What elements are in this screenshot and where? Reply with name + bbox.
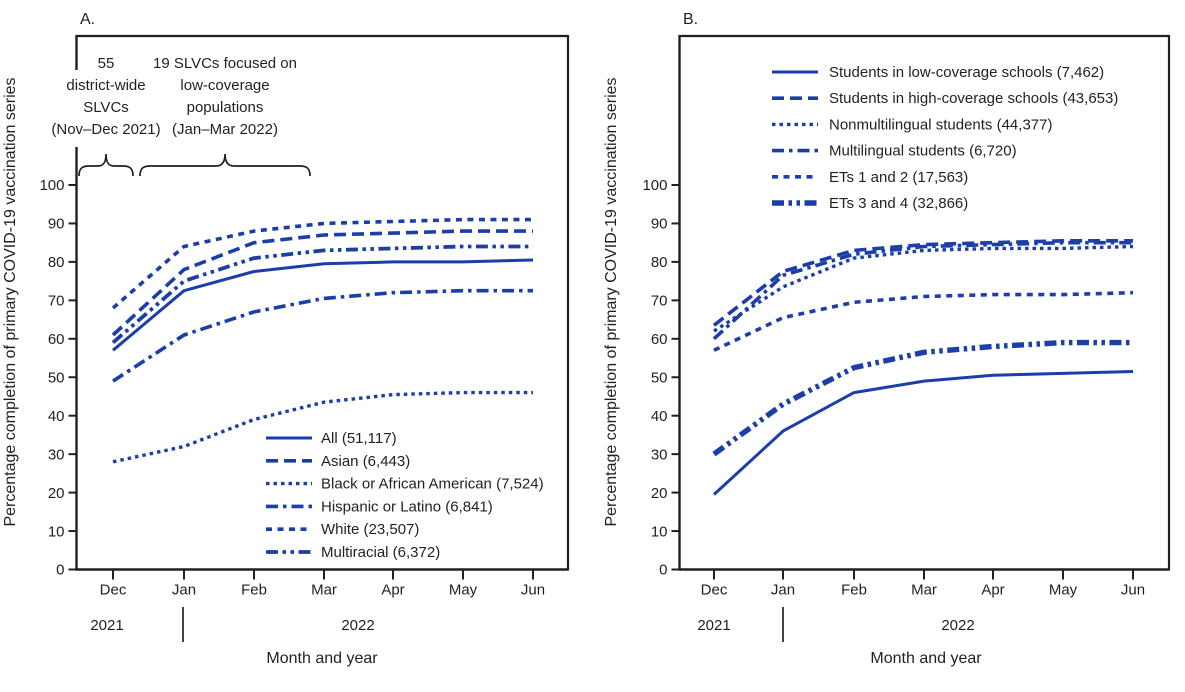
y-tick-label: 80 xyxy=(651,254,668,271)
y-tick-label: 70 xyxy=(651,293,668,310)
legend-label: Hispanic or Latino (6,841) xyxy=(321,498,493,515)
y-tick-label: 30 xyxy=(651,446,668,463)
y-tick-label: 0 xyxy=(56,562,64,579)
y-tick-label: 100 xyxy=(642,177,667,194)
legend-label: White (23,507) xyxy=(321,521,419,538)
y-tick-label: 40 xyxy=(651,408,668,425)
series-line xyxy=(713,244,1134,333)
y-tick-label: 40 xyxy=(48,408,65,425)
y-tick-label: 0 xyxy=(659,562,667,579)
month-label: Dec xyxy=(701,582,728,599)
series-line xyxy=(112,288,533,383)
y-tick-label: 20 xyxy=(651,485,668,502)
annotation-low-coverage-slvcs: 19 SLVCs focused on low-coverage populat… xyxy=(153,55,297,138)
month-label: Jan xyxy=(172,582,196,599)
annotation-line: district-wide xyxy=(66,77,145,94)
month-label: Dec xyxy=(100,582,127,599)
legend-label: Asian (6,443) xyxy=(321,453,410,470)
month-label: Mar xyxy=(911,582,937,599)
legend-label: Nonmultilingual students (44,377) xyxy=(829,116,1052,133)
y-tick-label: 10 xyxy=(651,523,668,540)
y-tick-label: 70 xyxy=(48,293,65,310)
legend-label: Students in low-coverage schools (7,462) xyxy=(829,64,1104,81)
y-tick-label: 50 xyxy=(48,369,65,386)
y-tick-label: 90 xyxy=(651,216,668,233)
y-tick-label: 30 xyxy=(48,446,65,463)
month-label: Jun xyxy=(1121,582,1145,599)
annotation-line: (Nov–Dec 2021) xyxy=(51,121,160,138)
panel-b-label: B. xyxy=(683,11,698,28)
annotation-district-wide-slvcs: 55 district-wide SLVCs (Nov–Dec 2021) xyxy=(51,55,160,138)
y-tick-label: 90 xyxy=(48,216,65,233)
legend-label: ETs 1 and 2 (17,563) xyxy=(829,169,968,186)
legend-label: ETs 3 and 4 (32,866) xyxy=(829,195,968,212)
y-tick-label: 100 xyxy=(39,177,64,194)
brace-jan-mar-span xyxy=(139,153,311,177)
y-axis-title-panel-b: Percentage completion of primary COVID-1… xyxy=(603,77,620,526)
legend-label: Multiracial (6,372) xyxy=(321,544,440,561)
y-tick-label: 60 xyxy=(48,331,65,348)
series-line xyxy=(112,390,533,464)
y-tick-label: 20 xyxy=(48,485,65,502)
series-line xyxy=(712,370,1134,496)
y-axis-title-panel-a: Percentage completion of primary COVID-1… xyxy=(2,77,19,526)
legend-label: All (51,117) xyxy=(321,430,397,447)
year-2021-panel-b: 2021 xyxy=(697,617,730,634)
series-line xyxy=(111,229,533,337)
annotation-line: (Jan–Mar 2022) xyxy=(172,121,278,138)
series-line xyxy=(712,239,1133,327)
y-tick-label: 50 xyxy=(651,369,668,386)
annotation-line: populations xyxy=(187,99,264,116)
month-label: May xyxy=(449,582,478,599)
y-tick-label: 80 xyxy=(48,254,65,271)
annotation-line: SLVCs xyxy=(83,99,129,116)
year-2022-panel-a: 2022 xyxy=(341,617,374,634)
month-label: Mar xyxy=(311,582,337,599)
annotation-line: 55 xyxy=(98,55,115,72)
month-label: Apr xyxy=(381,582,404,599)
y-tick-label: 10 xyxy=(48,523,65,540)
series-line xyxy=(111,217,533,310)
month-label: Apr xyxy=(981,582,1004,599)
legend-label: Black or African American (7,524) xyxy=(321,476,544,493)
month-label: Jan xyxy=(771,582,795,599)
panel-a-label: A. xyxy=(80,11,95,28)
month-label: Jun xyxy=(521,582,545,599)
annotation-line: 19 SLVCs focused on xyxy=(153,55,297,72)
series-line xyxy=(112,258,534,352)
y-tick-label: 60 xyxy=(651,331,668,348)
series-line xyxy=(712,339,1133,457)
annotation-line: low-coverage xyxy=(180,77,269,94)
legend-label: Multilingual students (6,720) xyxy=(829,143,1017,160)
year-2022-panel-b: 2022 xyxy=(941,617,974,634)
panel-b-plot-area: 0 10 20 30 40 50 60 70 80 90 100 Dec Jan Feb Mar Apr May… xyxy=(642,34,1171,642)
month-label: May xyxy=(1049,582,1078,599)
legend-label: Students in high-coverage schools (43,65… xyxy=(829,90,1118,107)
x-axis-title-panel-a: Month and year xyxy=(266,650,378,667)
month-label: Feb xyxy=(841,582,867,599)
series-line xyxy=(713,290,1134,352)
month-label: Feb xyxy=(241,582,267,599)
series-line xyxy=(712,240,1133,341)
panel-a-plot-area: 0 10 20 30 40 50 60 70 80 90 100 Dec Jan Feb Mar Apr May… xyxy=(39,34,570,642)
year-2021-panel-a: 2021 xyxy=(90,617,123,634)
series-line xyxy=(111,244,533,345)
brace-nov-dec-span xyxy=(78,153,134,177)
x-axis-title-panel-b: Month and year xyxy=(870,650,982,667)
